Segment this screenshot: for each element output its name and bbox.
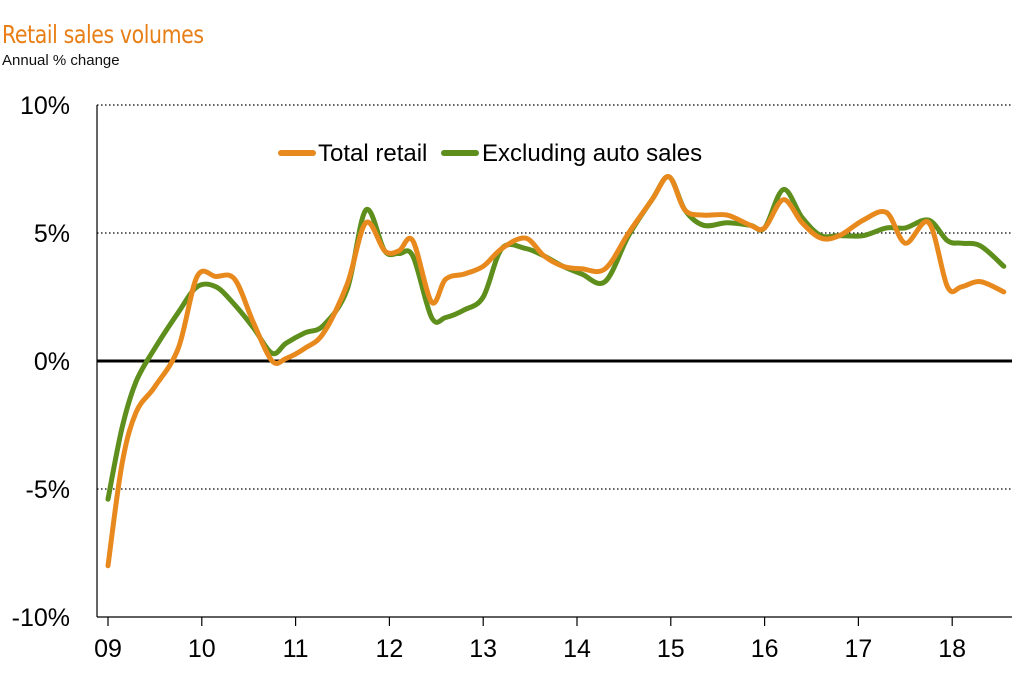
series-line-excluding-auto-sales [105,174,1007,502]
y-tick-label: -10% [12,604,70,632]
axes [96,105,1012,618]
x-tick-label: 13 [469,635,497,663]
x-tick-label: 14 [563,635,591,663]
grid-lines [97,104,1012,490]
x-tick-label: 12 [375,635,403,663]
y-tick-label: 0% [34,348,70,376]
x-tick-label: 15 [657,635,685,663]
x-tick-label: 16 [751,635,779,663]
x-tick-label: 18 [938,635,966,663]
x-axis-ticks: 09 10 11 12 13 14 15 16 17 18 [94,617,966,663]
x-tick-label: 11 [283,635,309,663]
y-tick-label: 5% [34,220,70,248]
chart-subtitle: Annual % change [2,52,120,69]
legend-label-total-retail: Total retail [318,140,427,167]
x-tick-label: 09 [94,635,122,663]
y-tick-label: -5% [26,476,70,504]
legend: Total retail Excluding auto sales [278,140,702,167]
legend-label-excluding-auto-sales: Excluding auto sales [482,140,702,167]
x-tick-label: 17 [844,635,872,663]
series-line-total-retail [105,174,1007,569]
y-tick-label: 10% [20,92,70,120]
x-tick-label: 10 [188,635,216,663]
y-axis-ticks: 10% 5% 0% -5% -10% [12,92,70,632]
series-lines [105,174,1007,569]
chart-title: Retail sales volumes [2,20,204,49]
